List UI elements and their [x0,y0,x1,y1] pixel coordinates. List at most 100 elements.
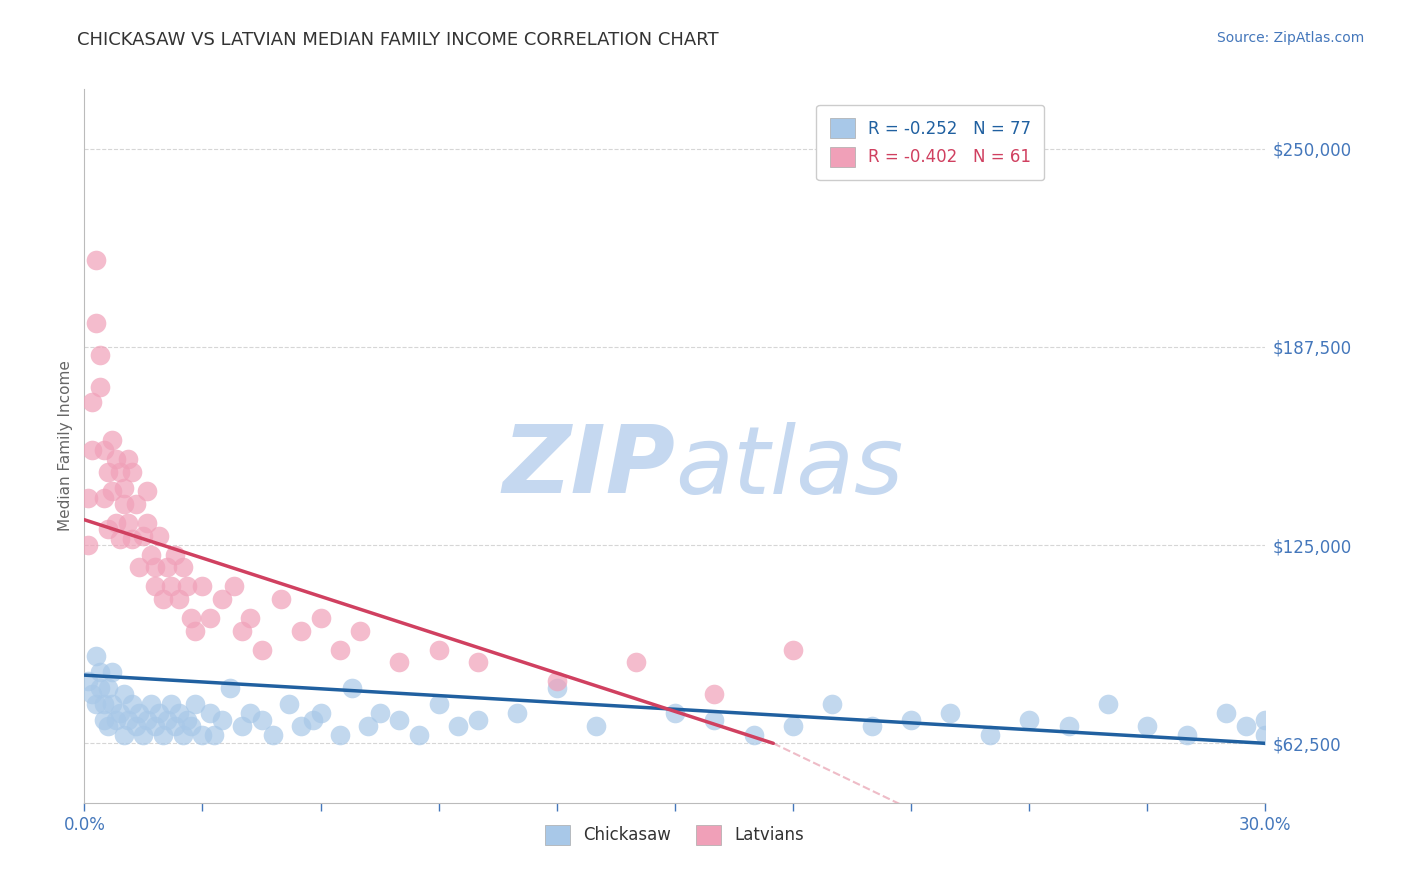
Point [250,642,273,657]
Point [141,697,163,711]
Point [117,516,139,530]
Point [104,452,127,467]
Point [82,687,104,701]
Point [93,697,115,711]
Point [108,465,131,479]
Point [231,624,253,638]
Point [84,316,107,330]
Point [89,379,111,393]
Point [117,713,139,727]
Point [112,687,135,701]
Point [200,706,222,721]
Text: ZIP: ZIP [502,421,675,514]
Legend: Chickasaw, Latvians: Chickasaw, Latvians [538,818,811,852]
Point [97,681,120,695]
Point [262,728,284,742]
Point [101,665,124,679]
Point [93,491,115,505]
Point [148,706,170,721]
Point [211,713,233,727]
Point [160,697,183,711]
Point [89,665,111,679]
Point [821,697,844,711]
Point [172,560,194,574]
Point [1136,719,1159,733]
Point [340,681,363,695]
Point [979,728,1001,742]
Point [77,674,100,689]
Point [128,560,150,574]
Text: atlas: atlas [675,422,903,513]
Point [278,697,301,711]
Point [270,592,292,607]
Point [104,516,127,530]
Point [211,592,233,607]
Point [239,706,262,721]
Point [290,719,312,733]
Point [101,484,124,499]
Point [368,706,391,721]
Point [104,713,127,727]
Point [329,642,352,657]
Point [176,579,198,593]
Point [93,442,115,457]
Point [160,579,183,593]
Point [329,728,352,742]
Point [703,713,725,727]
Text: Source: ZipAtlas.com: Source: ZipAtlas.com [1216,31,1364,45]
Point [1234,719,1257,733]
Point [427,642,450,657]
Point [152,728,174,742]
Point [1057,719,1080,733]
Point [202,728,225,742]
Point [97,465,120,479]
Point [1018,713,1040,727]
Point [163,719,186,733]
Point [143,560,166,574]
Point [309,611,332,625]
Point [82,395,104,409]
Point [585,719,607,733]
Point [172,728,194,742]
Point [427,697,450,711]
Point [506,706,529,721]
Point [191,579,214,593]
Point [121,465,143,479]
Point [447,719,470,733]
Point [1254,713,1277,727]
Point [132,728,155,742]
Point [782,719,804,733]
Point [290,624,312,638]
Point [93,713,115,727]
Point [183,697,205,711]
Point [388,656,411,670]
Point [176,713,198,727]
Point [408,728,430,742]
Point [250,713,273,727]
Point [121,532,143,546]
Point [180,719,202,733]
Point [349,624,371,638]
Point [136,713,159,727]
Point [101,434,124,448]
Point [143,579,166,593]
Point [191,728,214,742]
Point [89,348,111,362]
Point [167,706,190,721]
Point [742,728,765,742]
Point [219,681,242,695]
Point [1097,697,1119,711]
Point [309,706,332,721]
Point [357,719,380,733]
Point [152,592,174,607]
Point [132,528,155,542]
Point [1215,706,1237,721]
Point [183,624,205,638]
Point [180,611,202,625]
Point [101,697,124,711]
Point [167,592,190,607]
Point [546,674,568,689]
Point [163,548,186,562]
Point [900,713,922,727]
Point [301,713,323,727]
